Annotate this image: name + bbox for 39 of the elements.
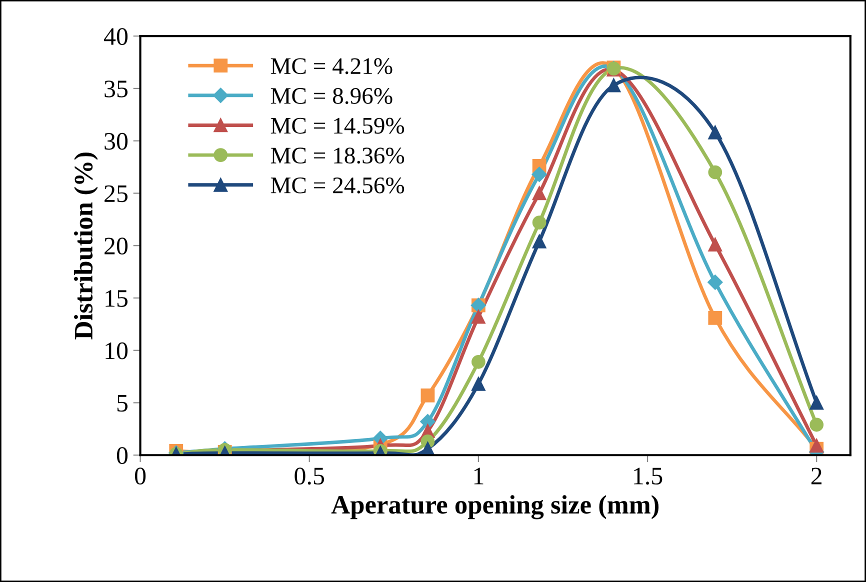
point xyxy=(420,414,436,430)
point xyxy=(810,438,824,453)
legend-label: MC = 8.96% xyxy=(270,88,392,104)
y-tick-label: 10 xyxy=(106,342,128,360)
point xyxy=(708,274,723,290)
y-axis-title: Distribution (%) xyxy=(74,152,98,340)
y-tick-label: 20 xyxy=(104,238,128,255)
x-axis-title: Aperature opening size (mm) xyxy=(331,495,658,520)
x-tick-label: 0.5 xyxy=(294,468,324,485)
y-tick-label: 0 xyxy=(116,447,128,464)
point xyxy=(708,126,722,140)
x-tick-label: 1 xyxy=(474,468,484,484)
point xyxy=(472,376,486,391)
y-tick-label: 25 xyxy=(104,185,128,202)
legend-label: MC = 4.21% xyxy=(270,58,392,74)
y-tick-label: 15 xyxy=(106,290,128,307)
y-tick-label: 40 xyxy=(104,28,128,46)
point xyxy=(810,396,824,410)
point xyxy=(472,310,486,324)
point xyxy=(606,78,621,92)
point xyxy=(532,234,546,248)
y-tick-label: 30 xyxy=(104,132,128,150)
x-tick-label: 2 xyxy=(811,468,822,484)
legend-label: MC = 18.36% xyxy=(270,148,404,164)
point xyxy=(810,418,824,432)
point xyxy=(420,388,435,402)
point xyxy=(472,354,486,369)
point xyxy=(532,216,546,230)
y-tick-label: 35 xyxy=(104,80,128,98)
y-tick-label: 5 xyxy=(117,395,128,412)
legend-label: MC = 14.59% xyxy=(270,118,404,134)
point xyxy=(708,238,722,252)
point xyxy=(532,186,546,200)
legend-label: MC = 24.56% xyxy=(270,177,404,194)
point xyxy=(708,310,722,325)
point xyxy=(532,166,547,182)
x-tick-label: 0 xyxy=(134,468,146,485)
x-tick-label: 1.5 xyxy=(634,468,662,485)
point xyxy=(708,165,722,180)
